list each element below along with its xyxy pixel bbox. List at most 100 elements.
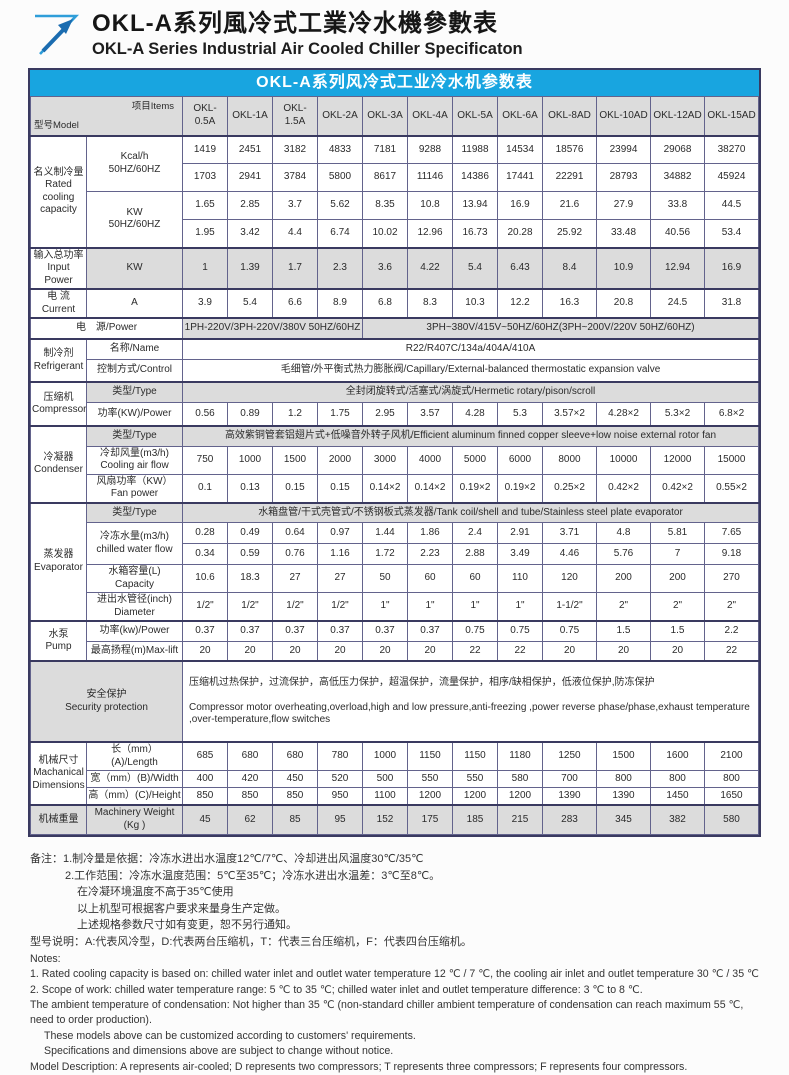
note-line-zh: 在冷凝环境温度不高于35℃使用 — [77, 886, 234, 898]
value-cell: 3.57×2 — [542, 401, 597, 427]
current-unit: A — [86, 288, 183, 319]
power-supply-label: 电 源/Power — [30, 317, 183, 340]
pump-label: 水泵 Pump — [30, 620, 87, 662]
row-width: 宽（mm）(B)/Width 400 420 450 520 500 550 550 580 7… — [31, 770, 759, 788]
height-label: 高（mm）(C)/Height — [86, 787, 183, 805]
value-cell: 850 — [272, 787, 318, 805]
note-line-zh: 2.工作范围：冷冻水温度范围：5℃至35℃；冷冻水进出水温差：3℃至8℃。 — [65, 869, 441, 882]
value-cell: 45 — [182, 803, 228, 835]
notes-section: 备注：1.制冷量是依据：冷冻水进出水温度12℃/7℃、冷却进出风温度30℃/35… — [30, 851, 765, 1075]
value-cell: 20 — [362, 640, 408, 662]
value-cell: 0.14×2 — [407, 473, 453, 503]
model-column-header: OKL-12AD — [650, 96, 705, 136]
value-cell: 13.94 — [452, 191, 498, 220]
value-cell: 10.02 — [362, 219, 408, 248]
value-cell: 200 — [596, 564, 651, 593]
value-cell: 27 — [272, 564, 318, 593]
row-pump-power: 水泵 Pump 功率(kw)/Power 0.37 0.37 0.37 0.37 0.3… — [30, 620, 759, 662]
value-cell: 1180 — [497, 741, 543, 771]
value-cell: 1200 — [452, 787, 498, 805]
value-cell: 14386 — [452, 163, 498, 192]
value-cell: 6.43 — [497, 246, 543, 290]
value-cell: 800 — [704, 770, 759, 788]
value-cell: 9.18 — [704, 543, 759, 565]
value-cell: 0.49 — [227, 522, 273, 544]
refrigerant-name-label: 名称/Name — [86, 338, 183, 360]
value-cell: 345 — [596, 803, 651, 835]
value-cell: 0.42×2 — [650, 473, 705, 503]
value-cell: 53.4 — [704, 219, 759, 248]
value-cell: 16.73 — [452, 219, 498, 248]
value-cell: 10.6 — [182, 564, 228, 593]
row-condenser-airflow: 冷却风量(m3/h) Cooling air flow 750 1000 1500 2… — [31, 445, 759, 475]
model-column-header: OKL-1.5A — [272, 96, 318, 136]
value-cell: 0.89 — [227, 401, 273, 427]
value-cell: 0.15 — [317, 473, 363, 503]
value-cell: 0.19×2 — [452, 473, 498, 503]
model-column-header: OKL-1A — [227, 96, 273, 136]
value-cell: 1.44 — [362, 522, 408, 544]
value-cell: 1200 — [407, 787, 453, 805]
value-cell: 2.23 — [407, 543, 453, 565]
value-cell: 0.15 — [272, 473, 318, 503]
row-kcal-50hz: 名义制冷量 Rated cooling capacity Kcal/h 50HZ… — [30, 134, 759, 248]
row-refrigerant-name: 制冷剂 Refrigerant 名称/Name R22/R407C/134a/4… — [30, 338, 759, 383]
row-refrigerant-control: 控制方式/Control 毛细管/外平衡式热力膨胀阀/Capillary/Ext… — [31, 358, 759, 383]
value-cell: 12.96 — [407, 219, 453, 248]
value-cell: 31.8 — [704, 288, 759, 319]
value-cell: 3.9 — [182, 288, 228, 319]
value-cell: 15000 — [704, 445, 759, 475]
value-cell: 2" — [596, 592, 651, 622]
value-cell: 5.62 — [317, 191, 363, 220]
value-cell: 175 — [407, 803, 453, 835]
value-cell: 28793 — [596, 163, 651, 192]
value-cell: 0.37 — [272, 620, 318, 642]
header-row: 型号Model 项目Items OKL-0.5A OKL-1A OKL-1.5A OK… — [30, 96, 759, 136]
note-line-en: These models above can be customized acc… — [44, 1029, 416, 1042]
note-line-zh: 备注：1.制冷量是依据：冷冻水进出水温度12℃/7℃、冷却进出风温度30℃/35… — [30, 853, 424, 865]
page-titles: OKL-A系列風冷式工業冷水機參數表 OKL-A Series Industri… — [92, 10, 523, 59]
tank-capacity-label: 水箱容量(L) Capacity — [86, 564, 183, 593]
value-cell: 3.49 — [497, 543, 543, 565]
value-cell: 1150 — [407, 741, 453, 771]
value-cell: 680 — [272, 741, 318, 771]
value-cell: 3.71 — [542, 522, 597, 544]
value-cell: 2.3 — [317, 246, 363, 290]
value-cell: 20 — [227, 640, 273, 662]
value-cell: 0.37 — [317, 620, 363, 642]
value-cell: 10.9 — [596, 246, 651, 290]
kcal-unit-label: Kcal/h 50HZ/60HZ — [86, 134, 183, 192]
value-cell: 1.16 — [317, 543, 363, 565]
value-cell: 270 — [704, 564, 759, 593]
value-cell: 8.3 — [407, 288, 453, 319]
page-title-en: OKL-A Series Industrial Air Cooled Chill… — [92, 39, 523, 58]
value-cell: 0.37 — [182, 620, 228, 642]
row-condenser-fan-power: 风扇功率（KW） Fan power 0.1 0.13 0.15 0.15 0.14×2… — [31, 473, 759, 503]
weight-label: 机械重量 — [30, 803, 87, 835]
row-pump-max-lift: 最高扬程(m)Max-lift 20 20 20 20 20 20 22 22 20 20 20 22 — [31, 640, 759, 662]
value-cell: 4.22 — [407, 246, 453, 290]
compressor-power-label: 功率(KW)/Power — [86, 401, 183, 427]
value-cell: 1600 — [650, 741, 705, 771]
row-compressor-type: 压缩机 Compressor 类型/Type 全封闭旋转式/活塞式/涡旋式/He… — [30, 381, 759, 427]
value-cell: 1/2" — [227, 592, 273, 622]
power-supply-group1: 1PH-220V/3PH-220V/380V 50HZ/60HZ — [182, 317, 363, 340]
value-cell: 1.7 — [272, 246, 318, 290]
value-cell: 0.55×2 — [704, 473, 759, 503]
refrigerant-label: 制冷剂 Refrigerant — [30, 338, 87, 383]
value-cell: 1100 — [362, 787, 408, 805]
row-tank-capacity: 水箱容量(L) Capacity 10.6 18.3 27 27 50 60 60 110 12… — [31, 564, 759, 593]
note-line-zh: 上述规格参数尺寸如有变更，恕不另行通知。 — [77, 919, 297, 931]
value-cell: 5800 — [317, 163, 363, 192]
value-cell: 0.1 — [182, 473, 228, 503]
safety-content-zh: 压缩机过热保护，过流保护，高低压力保护，超温保护，流量保护，相序/缺相保护，低液… — [189, 676, 655, 688]
value-cell: 3182 — [272, 134, 318, 164]
value-cell: 2.88 — [452, 543, 498, 565]
value-cell: 2.85 — [227, 191, 273, 220]
corner-cell: 型号Model 项目Items — [30, 96, 183, 136]
value-cell: 23994 — [596, 134, 651, 164]
value-cell: 21.6 — [542, 191, 597, 220]
value-cell: 4000 — [407, 445, 453, 475]
safety-content-en: Compressor motor overheating,overload,hi… — [189, 701, 750, 726]
value-cell: 1390 — [596, 787, 651, 805]
